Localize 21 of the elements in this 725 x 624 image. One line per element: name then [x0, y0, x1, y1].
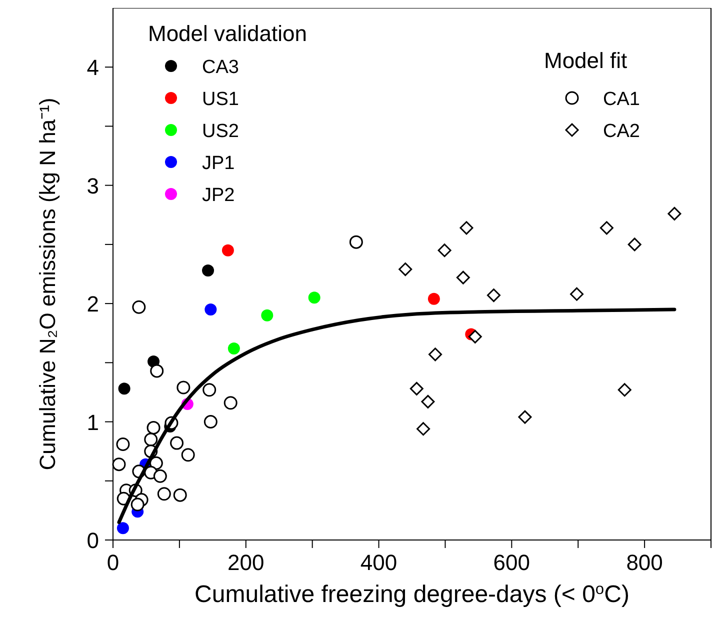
annotation: Model fit [544, 48, 628, 73]
x-axis-title: Cumulative freezing degree-days (< 0$^{o}$C) [194, 580, 630, 608]
legend-title: Model validation [148, 21, 307, 46]
legend-label: CA2 [603, 121, 640, 142]
y-axis-title: Cumulative N₂O emissions (kg N ha⁻¹) [35, 98, 60, 470]
x-tick-label: 400 [360, 550, 398, 575]
legend-label: JP1 [202, 153, 235, 174]
legend-label: CA1 [603, 89, 640, 110]
legend-label: US2 [202, 121, 239, 142]
y-tick-label: 3 [86, 173, 99, 198]
y-tick-label: 0 [86, 528, 99, 553]
legend-label: US1 [202, 89, 239, 110]
y-tick-label: 1 [86, 410, 99, 435]
x-tick-label: 800 [626, 550, 663, 575]
legend-label: JP2 [202, 185, 235, 206]
y-tick-label: 4 [86, 55, 99, 80]
x-tick-label: 600 [493, 550, 530, 575]
y-tick-label: 2 [86, 292, 99, 317]
x-tick-label: 0 [106, 550, 120, 575]
legend-label: CA3 [202, 57, 239, 78]
x-tick-label: 200 [228, 550, 264, 575]
